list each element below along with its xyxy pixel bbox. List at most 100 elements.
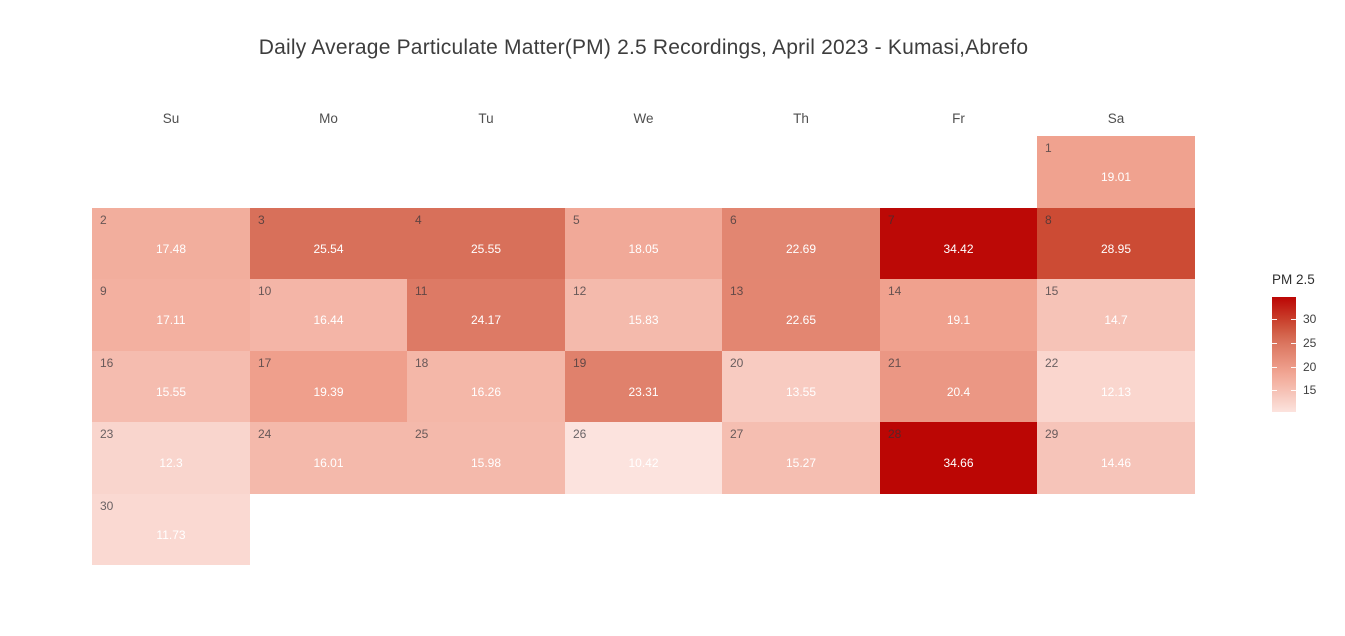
day-value: 16.44 [313,313,344,327]
colorbar-tick-mark [1291,367,1296,368]
day-number: 9 [100,284,107,298]
colorbar-tick-mark [1272,343,1277,344]
day-number: 19 [573,356,587,370]
day-cell-21[interactable]: 21 20.4 [880,351,1037,422]
day-number: 2 [100,213,107,227]
day-cell-8[interactable]: 8 28.95 [1037,208,1195,279]
day-cell-23[interactable]: 23 12.3 [92,422,250,494]
day-number: 6 [730,213,737,227]
day-cell-10[interactable]: 10 16.44 [250,279,407,351]
day-number: 22 [1045,356,1059,370]
day-cell-30[interactable]: 30 11.73 [92,494,250,565]
day-cell-4[interactable]: 4 25.55 [407,208,565,279]
day-cell-13[interactable]: 13 22.65 [722,279,880,351]
day-cell-28[interactable]: 28 34.66 [880,422,1037,494]
day-number: 18 [415,356,429,370]
day-number: 8 [1045,213,1052,227]
day-cell-22[interactable]: 22 12.13 [1037,351,1195,422]
chart-title: Daily Average Particulate Matter(PM) 2.5… [258,36,1029,59]
calendar-grid: 1 19.01 2 17.48 3 25.54 4 25.55 5 18.05 6 22.69 7 34.… [92,136,1195,566]
weekday-label-sa: Sa [1107,111,1125,126]
day-value: 22.65 [785,313,817,327]
colorbar-tick-mark [1272,390,1277,391]
day-number: 16 [100,356,114,370]
day-number: 10 [258,284,272,298]
day-value: 14.46 [1100,456,1132,470]
colorbar-tick-label: 25 [1303,336,1317,350]
day-value: 10.42 [628,456,659,470]
day-value: 19.1 [946,313,971,327]
day-value: 20.4 [946,385,971,399]
day-value: 25.54 [313,242,344,256]
weekday-label-fr: Fr [952,111,965,126]
day-value: 34.42 [943,242,974,256]
day-value: 17.48 [155,242,187,256]
day-cell-6[interactable]: 6 22.69 [722,208,880,279]
day-number: 1 [1045,141,1052,155]
day-value: 14.7 [1104,313,1128,327]
day-value: 17.11 [156,313,186,327]
day-value: 19.39 [313,385,344,399]
day-cell-18[interactable]: 18 16.26 [407,351,565,422]
day-number: 7 [888,213,895,227]
day-value: 15.27 [785,456,817,470]
day-cell-15[interactable]: 15 14.7 [1037,279,1195,351]
day-value: 16.01 [313,456,344,470]
day-value: 16.26 [470,385,502,399]
colorbar-tick-mark [1291,343,1296,344]
day-number: 12 [573,284,587,298]
day-number: 11 [415,284,428,298]
day-number: 13 [730,284,744,298]
day-value: 28.95 [1100,242,1132,256]
day-cell-9[interactable]: 9 17.11 [92,279,250,351]
colorbar-tick-mark [1272,319,1277,320]
day-value: 12.13 [1100,385,1132,399]
day-cell-19[interactable]: 19 23.31 [565,351,722,422]
day-number: 23 [100,427,114,441]
day-cell-25[interactable]: 25 15.98 [407,422,565,494]
colorbar-tick-label: 15 [1303,383,1317,397]
day-value: 15.55 [155,385,187,399]
day-cell-11[interactable]: 11 24.17 [407,279,565,351]
day-number: 30 [100,499,114,513]
day-cell-1[interactable]: 1 19.01 [1037,136,1195,208]
day-cell-27[interactable]: 27 15.27 [722,422,880,494]
day-cell-29[interactable]: 29 14.46 [1037,422,1195,494]
day-number: 4 [415,213,422,227]
day-cell-12[interactable]: 12 15.83 [565,279,722,351]
day-value: 15.83 [628,313,659,327]
day-number: 26 [573,427,587,441]
colorbar-tick-mark [1291,319,1296,320]
day-number: 3 [258,213,265,227]
day-value: 15.98 [470,456,502,470]
day-cell-7[interactable]: 7 34.42 [880,208,1037,279]
day-cell-5[interactable]: 5 18.05 [565,208,722,279]
day-value: 23.31 [628,385,659,399]
day-value: 13.55 [785,385,817,399]
day-cell-3[interactable]: 3 25.54 [250,208,407,279]
colorbar: 30 25 20 15 [1272,297,1316,412]
colorbar-title: PM 2.5 [1272,272,1315,287]
day-value: 12.3 [159,456,183,470]
day-value: 34.66 [943,456,974,470]
day-cell-14[interactable]: 14 19.1 [880,279,1037,351]
day-value: 19.01 [1100,170,1132,184]
day-number: 15 [1045,284,1059,298]
weekday-label-th: Th [793,111,809,126]
day-value: 11.73 [156,528,186,542]
day-number: 14 [888,284,902,298]
day-value: 25.55 [470,242,502,256]
day-number: 17 [258,356,272,370]
day-cell-20[interactable]: 20 13.55 [722,351,880,422]
day-cell-17[interactable]: 17 19.39 [250,351,407,422]
day-number: 27 [730,427,744,441]
day-cell-26[interactable]: 26 10.42 [565,422,722,494]
weekday-label-tu: Tu [478,111,494,126]
day-number: 20 [730,356,744,370]
day-cell-2[interactable]: 2 17.48 [92,208,250,279]
day-cell-24[interactable]: 24 16.01 [250,422,407,494]
day-cell-16[interactable]: 16 15.55 [92,351,250,422]
weekday-label-mo: Mo [319,111,338,126]
day-number: 28 [888,427,902,441]
weekday-label-we: We [633,111,654,126]
